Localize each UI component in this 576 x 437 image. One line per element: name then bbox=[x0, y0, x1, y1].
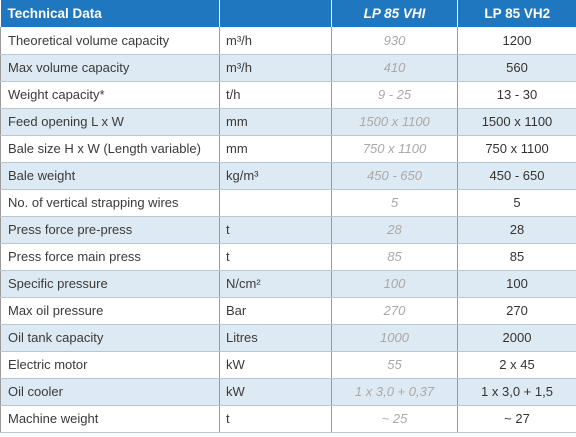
table-row: Electric motor kW 55 2 x 45 bbox=[0, 351, 576, 379]
vh2-value-cell: 450 - 650 bbox=[457, 162, 576, 190]
parameter-cell: Max oil pressure bbox=[0, 297, 220, 325]
table-row: Machine weight t ~ 25 ~ 27 bbox=[0, 405, 576, 433]
vh2-value-cell: 1200 bbox=[457, 27, 576, 55]
table-row: Specific pressure N/cm² 100 100 bbox=[0, 270, 576, 298]
unit-cell: t/h bbox=[219, 81, 332, 109]
vhi-value-cell: ~ 25 bbox=[331, 405, 458, 433]
vhi-value-cell: 410 bbox=[331, 54, 458, 82]
table-row: Max volume capacity m³/h 410 560 bbox=[0, 54, 576, 82]
table-header: Technical Data LP 85 VHI LP 85 VH2 bbox=[0, 0, 576, 27]
unit-cell: t bbox=[219, 405, 332, 433]
vh2-value-cell: 2000 bbox=[457, 324, 576, 352]
table-row: Theoretical volume capacity m³/h 930 120… bbox=[0, 27, 576, 55]
parameter-cell: Feed opening L x W bbox=[0, 108, 220, 136]
vhi-value-cell: 450 - 650 bbox=[331, 162, 458, 190]
vh2-value-cell: 28 bbox=[457, 216, 576, 244]
vh2-value-cell: 270 bbox=[457, 297, 576, 325]
vh2-value-cell: 13 - 30 bbox=[457, 81, 576, 109]
vh2-value-cell: 5 bbox=[457, 189, 576, 217]
header-technical-data: Technical Data bbox=[0, 0, 220, 27]
vh2-value-cell: 1500 x 1100 bbox=[457, 108, 576, 136]
vhi-value-cell: 55 bbox=[331, 351, 458, 379]
vhi-value-cell: 28 bbox=[331, 216, 458, 244]
unit-cell bbox=[219, 189, 332, 217]
vh2-value-cell: 560 bbox=[457, 54, 576, 82]
table-row: Oil tank capacity Litres 1000 2000 bbox=[0, 324, 576, 352]
header-model-vh2: LP 85 VH2 bbox=[457, 0, 576, 27]
header-unit bbox=[219, 0, 332, 27]
parameter-cell: Machine weight bbox=[0, 405, 220, 433]
table-row: Bale size H x W (Length variable) mm 750… bbox=[0, 135, 576, 163]
table-row: No. of vertical strapping wires 5 5 bbox=[0, 189, 576, 217]
vh2-value-cell: 750 x 1100 bbox=[457, 135, 576, 163]
vhi-value-cell: 1500 x 1100 bbox=[331, 108, 458, 136]
header-model-vhi: LP 85 VHI bbox=[331, 0, 458, 27]
vhi-value-cell: 85 bbox=[331, 243, 458, 271]
vhi-value-cell: 100 bbox=[331, 270, 458, 298]
vhi-value-cell: 9 - 25 bbox=[331, 81, 458, 109]
parameter-cell: Bale size H x W (Length variable) bbox=[0, 135, 220, 163]
unit-cell: Litres bbox=[219, 324, 332, 352]
table-row: Press force pre-press t 28 28 bbox=[0, 216, 576, 244]
vh2-value-cell: 100 bbox=[457, 270, 576, 298]
parameter-cell: Electric motor bbox=[0, 351, 220, 379]
unit-cell: m³/h bbox=[219, 27, 332, 55]
table-body: Theoretical volume capacity m³/h 930 120… bbox=[0, 27, 576, 433]
unit-cell: t bbox=[219, 216, 332, 244]
vh2-value-cell: 2 x 45 bbox=[457, 351, 576, 379]
parameter-cell: Press force main press bbox=[0, 243, 220, 271]
vhi-value-cell: 930 bbox=[331, 27, 458, 55]
vhi-value-cell: 1000 bbox=[331, 324, 458, 352]
header-row: Technical Data LP 85 VHI LP 85 VH2 bbox=[0, 0, 576, 27]
vhi-value-cell: 1 x 3,0 + 0,37 bbox=[331, 378, 458, 406]
table-row: Weight capacity* t/h 9 - 25 13 - 30 bbox=[0, 81, 576, 109]
parameter-cell: Oil cooler bbox=[0, 378, 220, 406]
parameter-cell: Specific pressure bbox=[0, 270, 220, 298]
table-row: Bale weight kg/m³ 450 - 650 450 - 650 bbox=[0, 162, 576, 190]
parameter-cell: Oil tank capacity bbox=[0, 324, 220, 352]
vh2-value-cell: ~ 27 bbox=[457, 405, 576, 433]
unit-cell: m³/h bbox=[219, 54, 332, 82]
unit-cell: t bbox=[219, 243, 332, 271]
vh2-value-cell: 1 x 3,0 + 1,5 bbox=[457, 378, 576, 406]
parameter-cell: Bale weight bbox=[0, 162, 220, 190]
table-row: Press force main press t 85 85 bbox=[0, 243, 576, 271]
unit-cell: kW bbox=[219, 351, 332, 379]
vhi-value-cell: 5 bbox=[331, 189, 458, 217]
unit-cell: kW bbox=[219, 378, 332, 406]
table-row: Feed opening L x W mm 1500 x 1100 1500 x… bbox=[0, 108, 576, 136]
parameter-cell: Weight capacity* bbox=[0, 81, 220, 109]
unit-cell: mm bbox=[219, 135, 332, 163]
vhi-value-cell: 270 bbox=[331, 297, 458, 325]
parameter-cell: Max volume capacity bbox=[0, 54, 220, 82]
parameter-cell: Press force pre-press bbox=[0, 216, 220, 244]
unit-cell: mm bbox=[219, 108, 332, 136]
vh2-value-cell: 85 bbox=[457, 243, 576, 271]
unit-cell: Bar bbox=[219, 297, 332, 325]
parameter-cell: No. of vertical strapping wires bbox=[0, 189, 220, 217]
parameter-cell: Theoretical volume capacity bbox=[0, 27, 220, 55]
vhi-value-cell: 750 x 1100 bbox=[331, 135, 458, 163]
unit-cell: kg/m³ bbox=[219, 162, 332, 190]
table-row: Max oil pressure Bar 270 270 bbox=[0, 297, 576, 325]
unit-cell: N/cm² bbox=[219, 270, 332, 298]
table-row: Oil cooler kW 1 x 3,0 + 0,37 1 x 3,0 + 1… bbox=[0, 378, 576, 406]
